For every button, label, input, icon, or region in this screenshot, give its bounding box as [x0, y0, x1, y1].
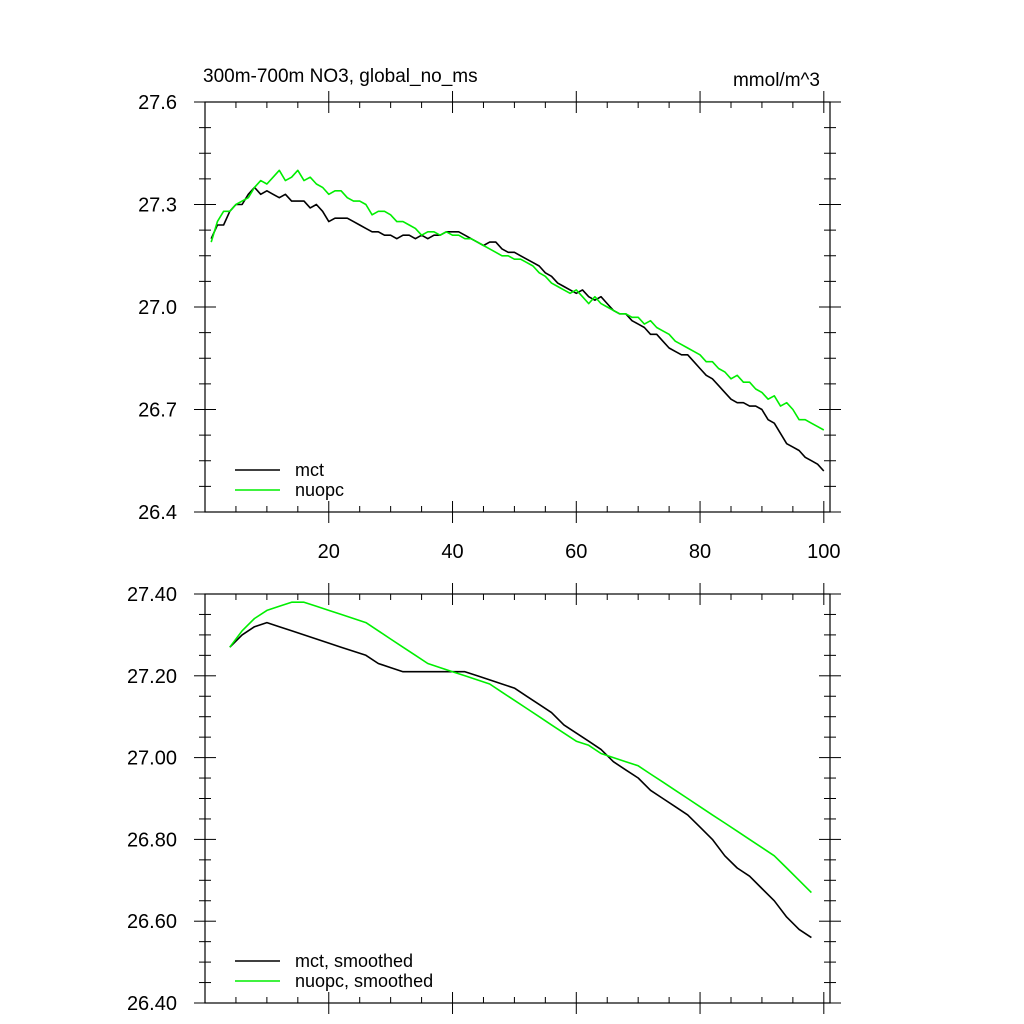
y-tick-label: 26.7	[138, 400, 177, 422]
chart-title: 300m-700m NO3, global_no_ms	[203, 66, 478, 87]
legend-label: nuopc, smoothed	[295, 971, 433, 991]
series-line-nuopc-smoothed	[229, 601, 812, 894]
x-tick-label: 60	[565, 541, 587, 563]
y-tick-label: 27.0	[138, 297, 177, 319]
x-tick-label: 20	[318, 541, 340, 563]
y-tick-label: 27.20	[127, 666, 177, 688]
x-tick-label: 40	[441, 541, 463, 563]
plot-frame	[204, 593, 831, 1004]
legend-label: mct, smoothed	[295, 951, 413, 971]
x-tick-label: 80	[689, 541, 711, 563]
y-tick-label: 27.40	[127, 584, 177, 606]
y-tick-label: 27.3	[138, 195, 177, 217]
legend-label: nuopc	[295, 480, 344, 500]
series-line-nuopc	[210, 169, 825, 431]
y-tick-label: 26.40	[127, 993, 177, 1015]
plot-frame	[204, 101, 831, 513]
series-line-mct	[210, 186, 825, 472]
legend-label: mct	[295, 460, 324, 480]
units-label: mmol/m^3	[733, 70, 820, 91]
y-tick-label: 26.80	[127, 829, 177, 851]
series-line-mct-smoothed	[229, 621, 812, 939]
y-tick-label: 27.00	[127, 748, 177, 770]
y-tick-label: 26.60	[127, 911, 177, 933]
x-tick-label: 100	[807, 541, 840, 563]
y-tick-label: 26.4	[138, 502, 177, 524]
y-tick-label: 27.6	[138, 92, 177, 114]
bottom-panel: 26.40 26.60 26.80 27.00 27.20 27.40 mct, smoot…	[127, 583, 841, 1015]
